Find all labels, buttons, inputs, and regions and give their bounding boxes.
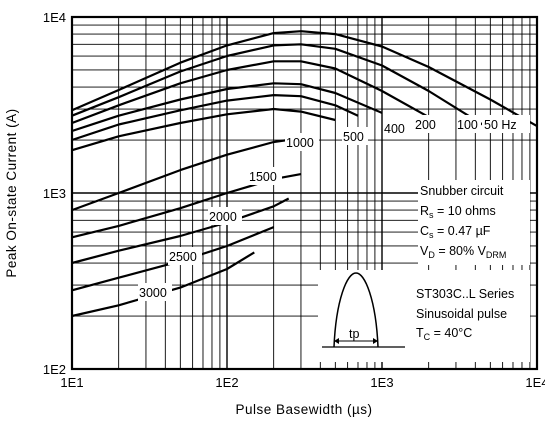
tc-line: TC = 40°C [416,326,472,342]
vd-subscript: D [428,250,435,260]
curve-2500 [71,197,290,265]
curve-label-400: 400 [384,122,405,136]
pulse-type: Sinusoidal pulse [416,307,507,321]
snubber-title: Snubber circuit [420,184,504,198]
cs-line: Cs = 0.47 µF [420,224,491,240]
x-axis-title: Pulse Basewidth (µs) [235,402,372,417]
rs-symbol: R [420,204,429,218]
vd-value: = 80% V [435,244,487,258]
rs-value: = 10 ohms [434,204,496,218]
plot-frame [70,15,539,371]
series-note: ST303C..L Series Sinusoidal pulse TC = 4… [318,270,530,362]
curve-label-3000: 3000 [139,286,167,300]
curve-100 [71,43,491,131]
curve-labels: 50 Hz 100 200 400 500 1000 1500 2000 250… [138,115,530,301]
x-tick-label: 1E3 [370,375,393,390]
sinusoidal-pulse-icon: tp [322,272,405,348]
x-tick-label: 1E4 [525,375,545,390]
y-tick-label: 1E4 [43,10,66,25]
curve-label-1000: 1000 [286,136,314,150]
curve-500 [71,94,359,142]
vd-line: VD = 80% VDRM [420,244,506,260]
tp-label: tp [349,327,359,341]
vdrm-subscript: DRM [486,250,507,260]
curve-200 [71,60,430,125]
tc-value: = 40°C [430,326,472,340]
curve-label-500: 500 [343,130,364,144]
x-tick-label: 1E1 [60,375,83,390]
rs-subscript: s [429,210,434,220]
tc-subscript: C [424,332,431,342]
curve-label-50hz: 50 Hz [484,118,517,132]
cs-subscript: s [429,230,434,240]
curves [71,30,538,318]
curve-lowest [71,251,255,318]
curve-label-1500: 1500 [249,170,277,184]
vd-symbol: V [420,244,429,258]
rs-line: Rs = 10 ohms [420,204,496,220]
y-tick-label: 1E2 [43,362,66,377]
curve-label-2500: 2500 [169,250,197,264]
curve-1500 [71,137,302,212]
curve-1000 [71,107,336,152]
snubber-note: Snubber circuit Rs = 10 ohms Cs = 0.47 µ… [418,180,530,265]
cs-symbol: C [420,224,429,238]
curve-400 [71,82,383,133]
curve-50-hz [71,30,538,128]
y-axis-title: Peak On-state Current (A) [4,108,19,277]
series-name: ST303C..L Series [416,287,514,301]
curve-label-100: 100 [457,118,478,132]
x-tick-label: 1E2 [215,375,238,390]
curve-label-2000: 2000 [209,210,237,224]
cs-value: = 0.47 µF [434,224,491,238]
y-tick-label: 1E3 [43,186,66,201]
tc-symbol: T [416,326,424,340]
curve-label-200: 200 [415,118,436,132]
